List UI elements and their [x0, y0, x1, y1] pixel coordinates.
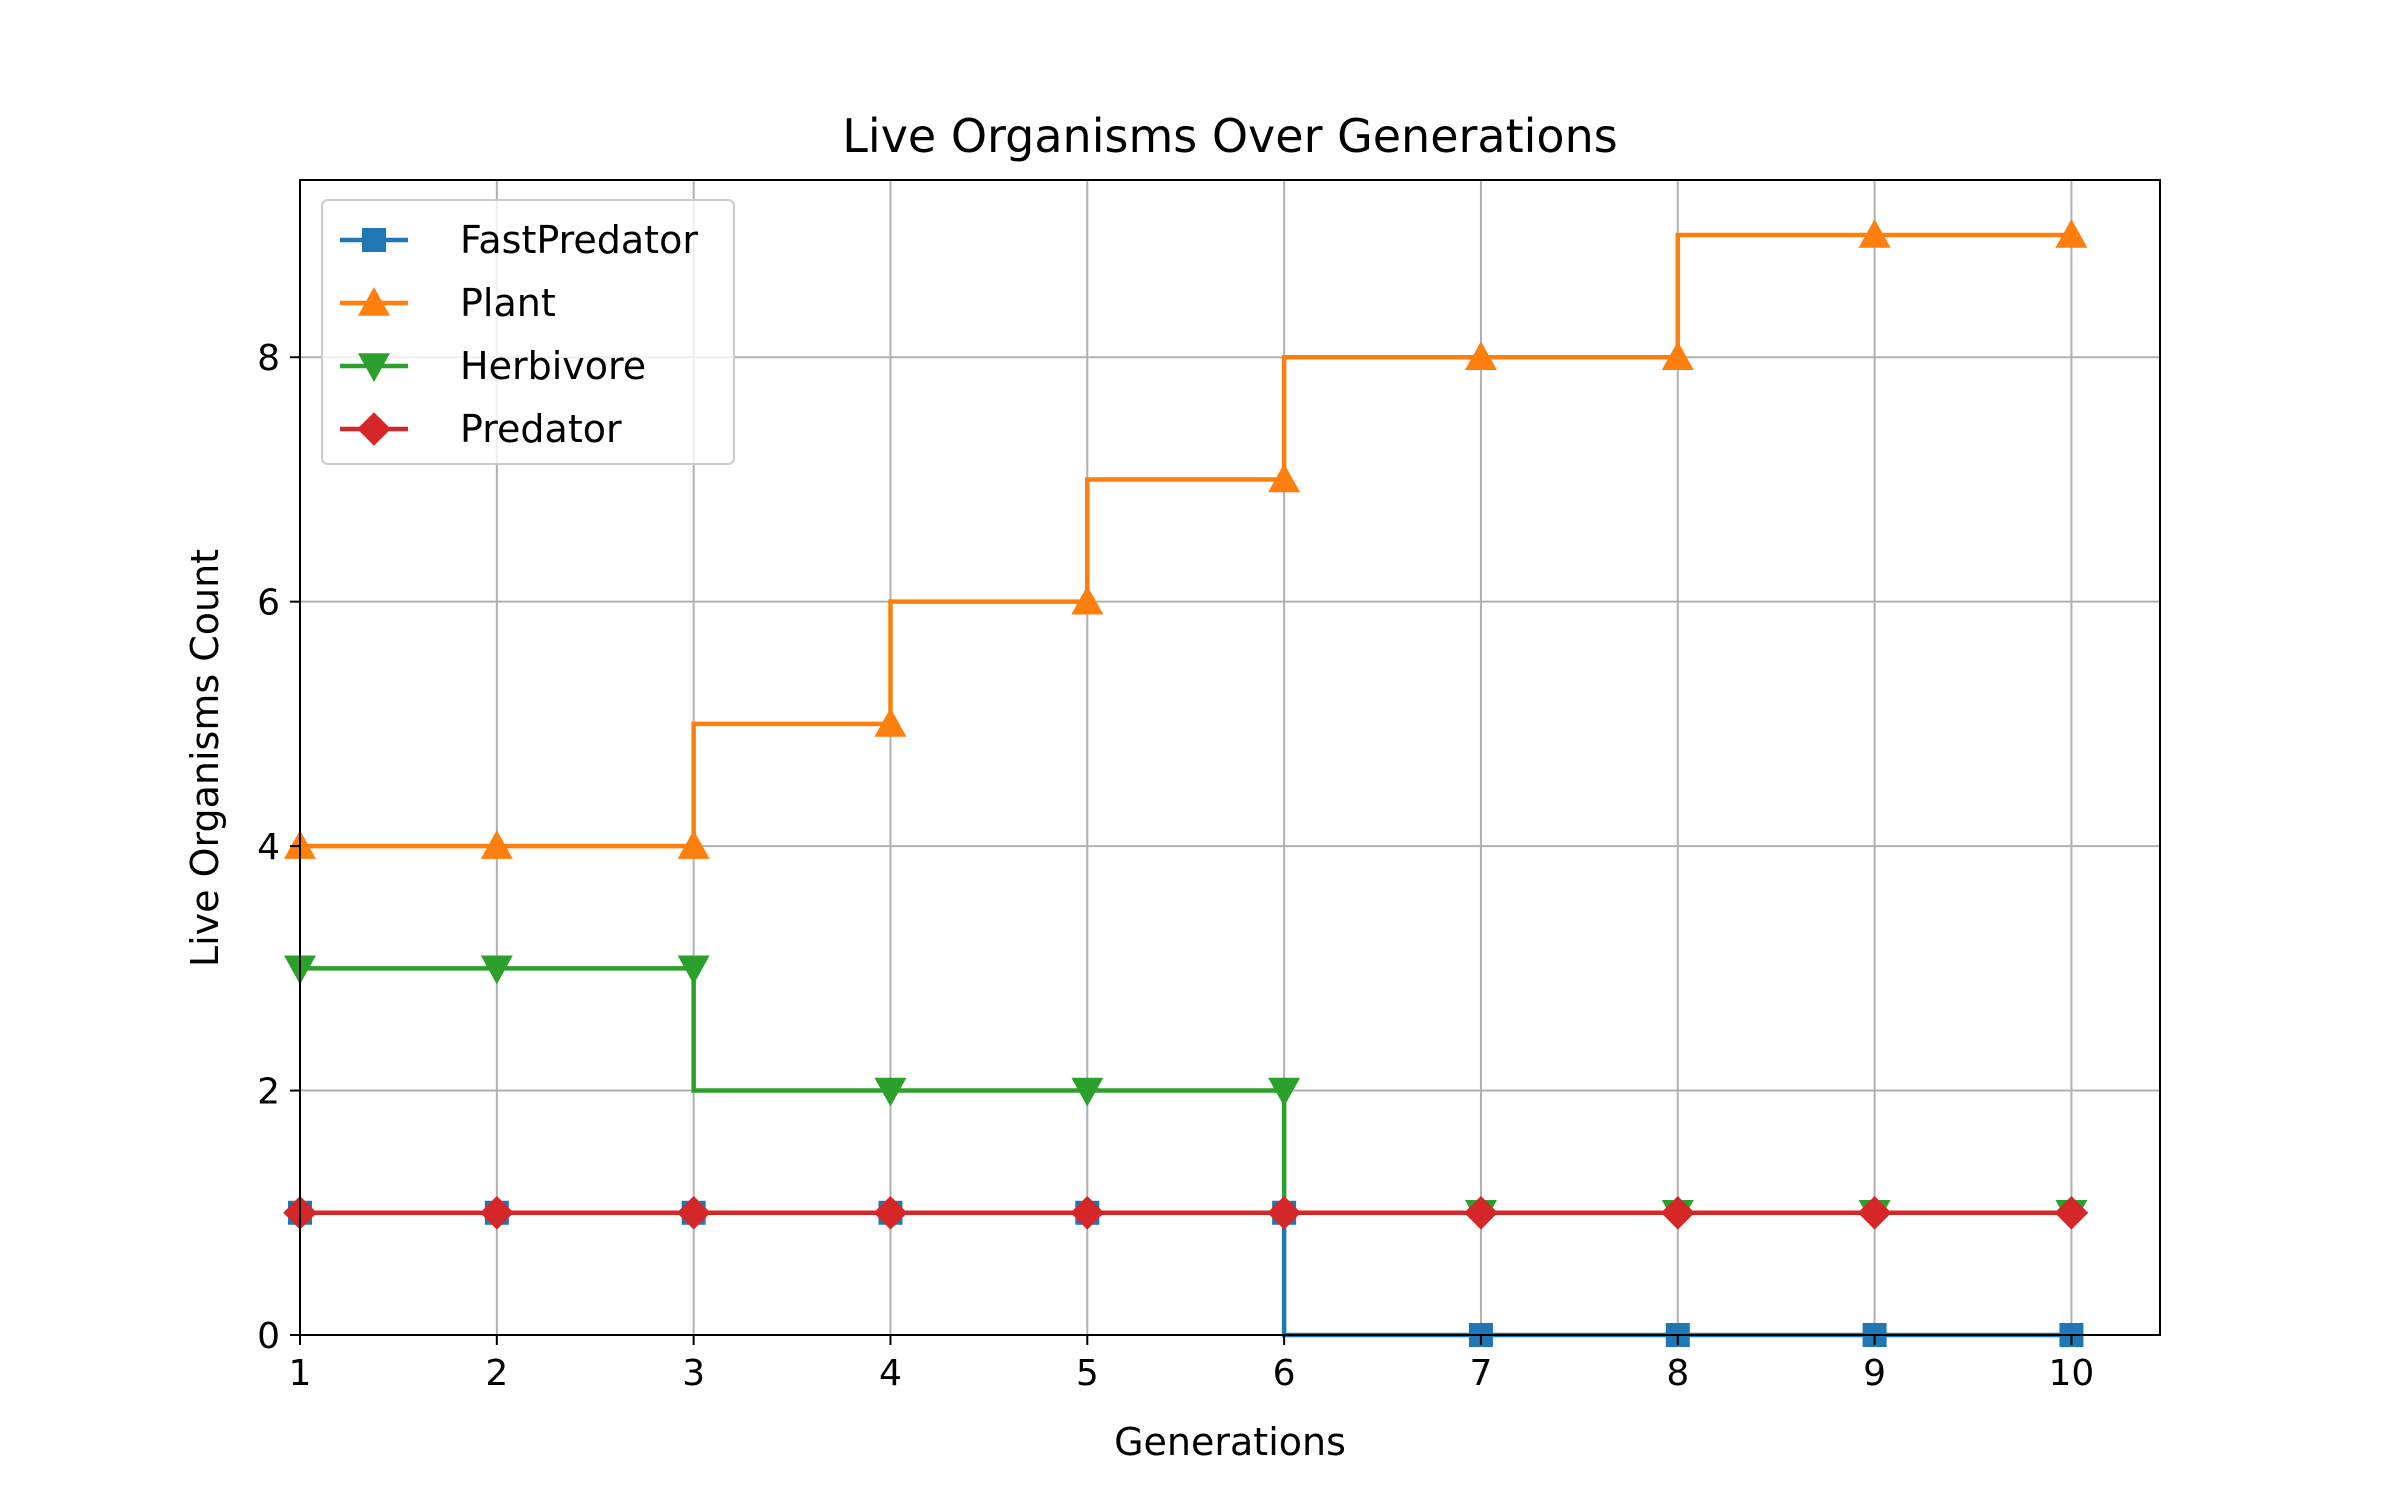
x-axis-title: Generations	[1114, 1420, 1346, 1464]
legend-item-predator: Predator	[340, 407, 622, 451]
chart-title: Live Organisms Over Generations	[842, 109, 1617, 163]
legend-item-herbivore: Herbivore	[340, 344, 646, 388]
data-point	[1071, 585, 1104, 615]
y-tick-label: 4	[257, 827, 280, 868]
x-tick-label: 7	[1469, 1353, 1492, 1394]
legend-marker	[358, 353, 390, 382]
legend-item-fastpredator: FastPredator	[340, 218, 698, 262]
x-tick-label: 5	[1076, 1353, 1099, 1394]
plot-frame	[299, 179, 2161, 1336]
data-point	[1070, 1195, 1105, 1230]
data-point	[1660, 1195, 1695, 1230]
data-point	[874, 1077, 907, 1107]
data-point	[1071, 1077, 1104, 1107]
legend-marker	[358, 287, 390, 316]
legend-box	[321, 199, 735, 465]
y-tick-label: 2	[257, 1072, 280, 1113]
data-point	[2055, 219, 2088, 248]
data-point	[676, 1195, 711, 1230]
data-point	[1857, 1195, 1892, 1230]
legend-label: Predator	[460, 407, 622, 451]
y-tick-label: 6	[257, 583, 280, 624]
data-point	[1268, 463, 1301, 493]
data-point	[677, 830, 710, 859]
data-point	[677, 955, 710, 985]
data-point	[2054, 1195, 2089, 1230]
data-point	[874, 707, 907, 737]
legend: FastPredator Plant Herbivore Predator	[321, 199, 735, 465]
data-point	[873, 1195, 908, 1230]
legend-label: Plant	[460, 281, 556, 325]
x-tick-label: 3	[682, 1353, 705, 1394]
legend-label: FastPredator	[460, 218, 698, 262]
y-tick-label: 0	[257, 1316, 280, 1357]
legend-marker	[357, 412, 391, 446]
data-point	[480, 830, 513, 859]
y-axis-title: Live Organisms Count	[183, 549, 227, 967]
series-plant	[284, 219, 2088, 859]
data-point	[480, 1195, 514, 1230]
x-tick-label: 10	[2049, 1353, 2095, 1394]
data-point	[1268, 1077, 1301, 1107]
data-point	[1464, 1195, 1498, 1230]
x-tick-label: 1	[289, 1353, 312, 1394]
legend-label: Herbivore	[460, 344, 646, 388]
ticks: 1 2 3 4 5 6 7 8 9 10 0 2 4 6 8	[257, 338, 2094, 1394]
x-tick-label: 4	[879, 1353, 902, 1394]
x-tick-label: 6	[1273, 1353, 1296, 1394]
y-tick-label: 8	[257, 338, 280, 379]
data-point	[1661, 341, 1694, 371]
data-point	[1858, 219, 1891, 248]
data-point	[480, 955, 513, 985]
legend-marker	[362, 228, 386, 252]
data-point	[1464, 341, 1497, 371]
series-predator	[283, 1195, 2089, 1230]
data-point	[1267, 1195, 1301, 1230]
x-tick-label: 9	[1863, 1353, 1886, 1394]
legend-item-plant: Plant	[340, 281, 556, 325]
x-tick-label: 8	[1666, 1353, 1689, 1394]
x-tick-label: 2	[485, 1353, 508, 1394]
series-line	[300, 232, 2072, 849]
